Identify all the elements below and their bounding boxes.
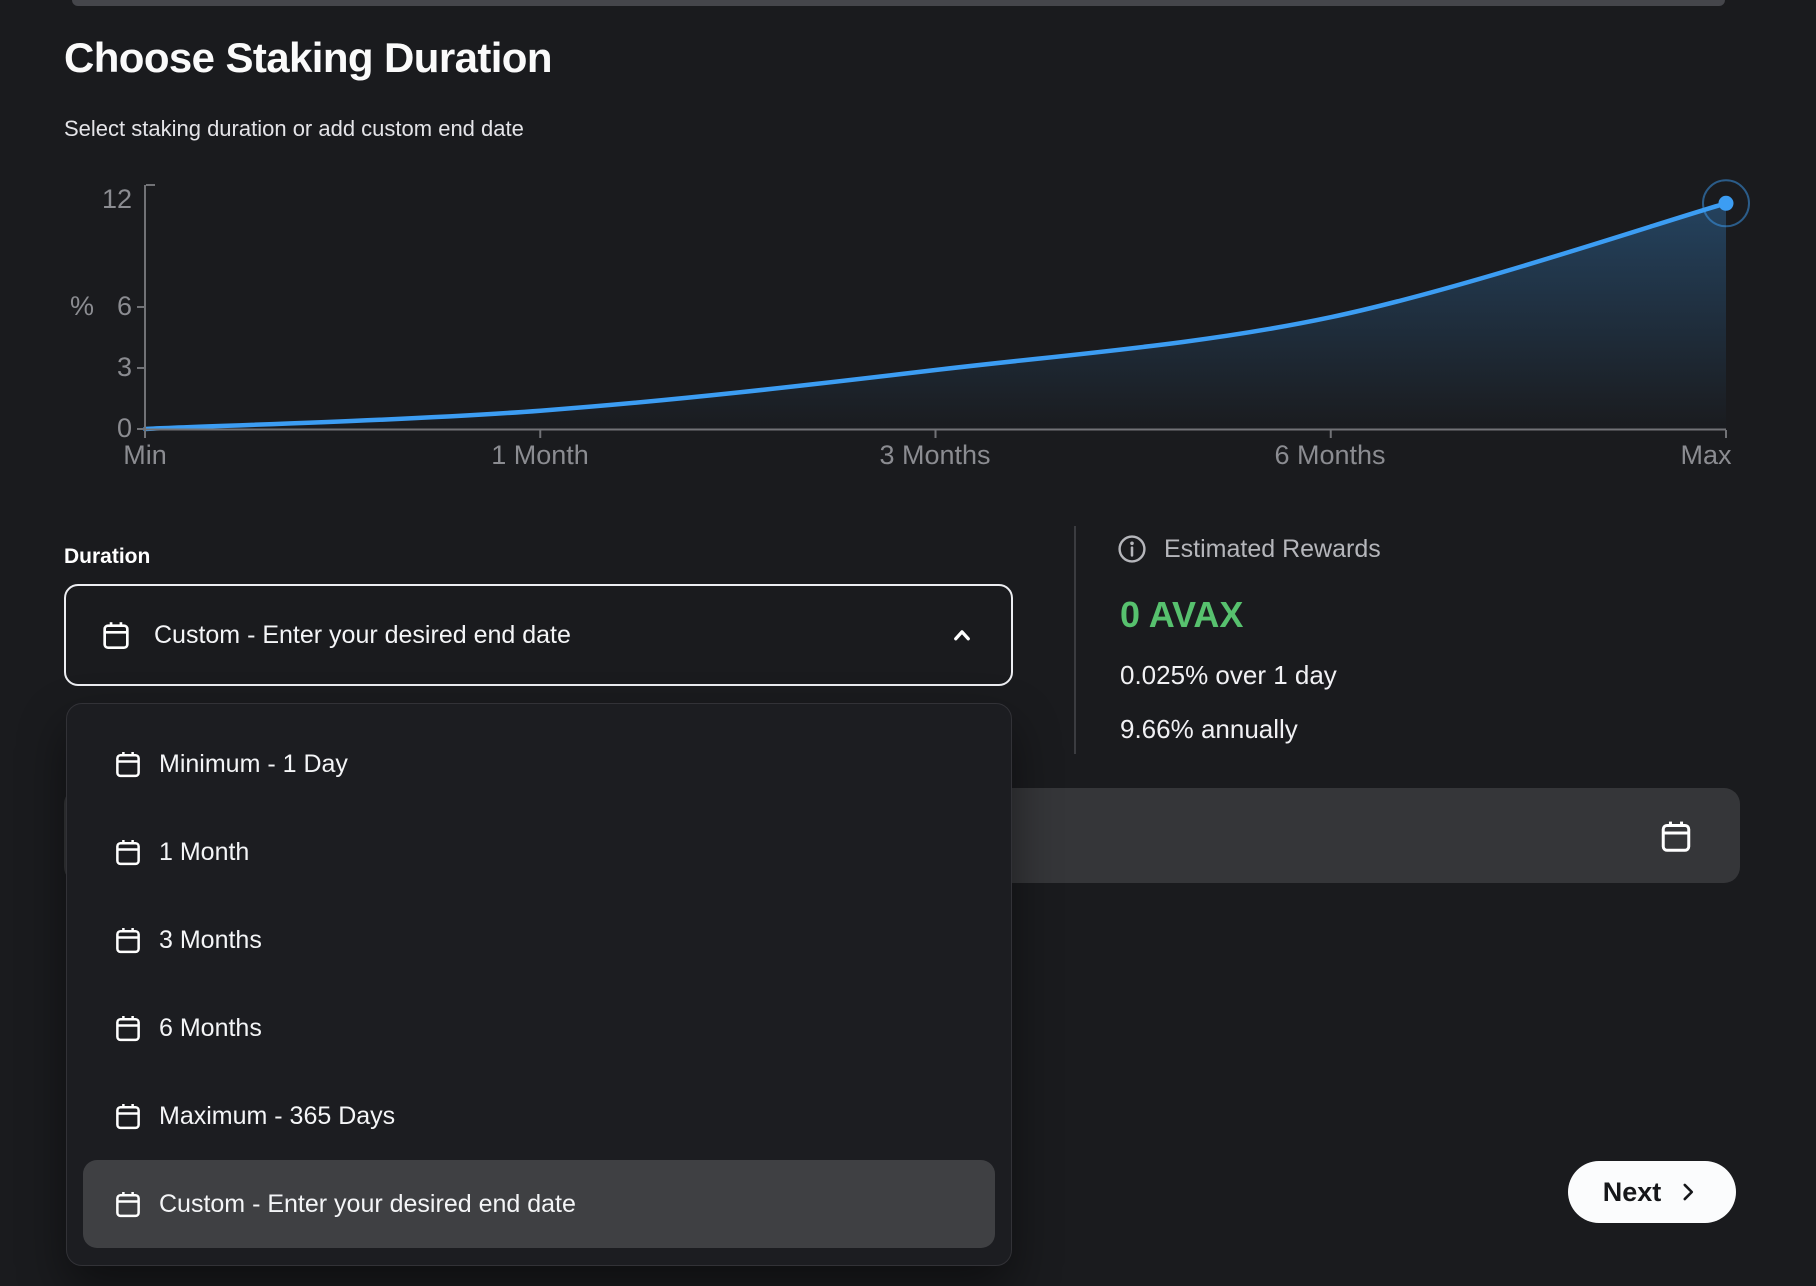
page-title: Choose Staking Duration [64,34,553,81]
estimated-rewards-amount: 0 AVAX [1120,594,1244,635]
menu-item-custom-end-date[interactable]: Custom - Enter your desired end date [83,1160,995,1248]
page-subtitle: Select staking duration or add custom en… [64,116,524,141]
calendar-icon [113,925,143,955]
reward-annual-rate: 9.66% annually [1120,714,1298,744]
x-tick-label-6-months: 6 Months [1274,440,1386,470]
menu-item-3-months[interactable]: 3 Months [83,896,995,984]
menu-item-label: 6 Months [159,1013,262,1042]
menu-item-1-month[interactable]: 1 Month [83,808,995,896]
next-button[interactable]: Next [1568,1161,1736,1223]
endpoint-dot [1718,195,1734,211]
duration-dropdown-menu: Minimum - 1 Day 1 Month 3 Months 6 Month… [66,703,1012,1266]
y-tick-label-3: 3 [116,352,132,382]
reward-period-rate: 0.025% over 1 day [1120,660,1337,690]
menu-item-label: Minimum - 1 Day [159,749,348,778]
duration-select[interactable]: Custom - Enter your desired end date [64,584,1013,686]
y-axis-unit-label: % [70,291,95,321]
calendar-icon [100,619,132,651]
menu-item-6-months[interactable]: 6 Months [83,984,995,1072]
calendar-icon [113,749,143,779]
chevron-right-icon [1683,1183,1694,1201]
x-tick-label-min: Min [123,440,167,470]
calendar-icon [113,1101,143,1131]
calendar-icon [1658,818,1694,854]
info-icon[interactable] [1116,533,1148,565]
calendar-icon [113,837,143,867]
next-button-label: Next [1602,1176,1662,1207]
duration-field-label: Duration [64,545,151,568]
open-date-picker-button[interactable] [1658,816,1698,856]
calendar-icon [113,1013,143,1043]
menu-item-label: 3 Months [159,925,262,954]
menu-item-label: Custom - Enter your desired end date [159,1189,576,1218]
x-tick-label-3-months: 3 Months [879,440,991,470]
y-tick-label-12: 12 [101,184,132,214]
menu-item-minimum-1-day[interactable]: Minimum - 1 Day [83,720,995,808]
staking-rewards-chart [137,179,1750,438]
rewards-divider [1074,526,1076,754]
menu-item-label: Maximum - 365 Days [159,1101,396,1130]
x-tick-label-max: Max [1680,440,1732,470]
chevron-up-icon [954,630,970,641]
estimated-rewards-label: Estimated Rewards [1164,534,1381,563]
calendar-icon [113,1189,143,1219]
estimated-rewards-header: Estimated Rewards [1116,533,1381,565]
x-tick-label-1-month: 1 Month [491,440,589,470]
chart-axes [137,184,1727,438]
endpoint-ring [1702,179,1750,228]
top-edge-bar [72,0,1725,6]
reward-curve [142,201,1729,432]
y-tick-label-6: 6 [116,291,132,321]
menu-item-maximum-365-days[interactable]: Maximum - 365 Days [83,1072,995,1160]
duration-select-value: Custom - Enter your desired end date [154,620,571,649]
reward-area [145,203,1726,429]
menu-item-label: 1 Month [159,837,250,866]
y-tick-label-0: 0 [116,413,132,443]
